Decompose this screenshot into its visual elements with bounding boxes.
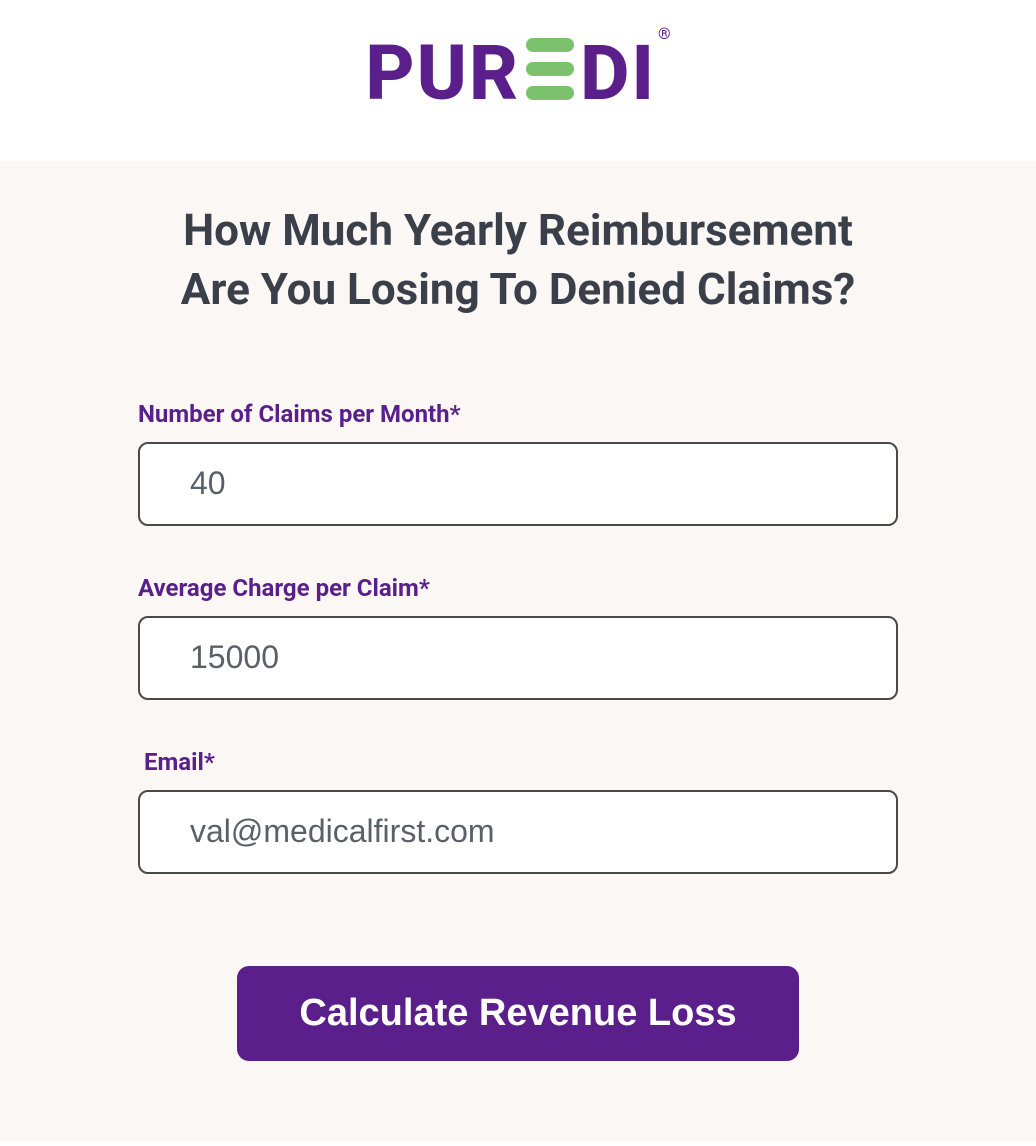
submit-wrapper: Calculate Revenue Loss (138, 966, 898, 1061)
claims-field-group: Number of Claims per Month* (138, 400, 898, 526)
email-field-group: Email* (138, 748, 898, 874)
calculate-button[interactable]: Calculate Revenue Loss (237, 966, 798, 1061)
logo-text-left: PUR (365, 35, 520, 111)
claims-input[interactable] (138, 442, 898, 526)
brand-logo: PUR DI ® (365, 35, 670, 111)
main-content: How Much Yearly Reimbursement Are You Lo… (0, 161, 1036, 1141)
email-label: Email* (144, 748, 898, 776)
registered-mark: ® (658, 24, 671, 43)
logo-bars-icon (526, 38, 574, 100)
logo-bar (526, 86, 574, 100)
logo-bar (526, 62, 574, 76)
claims-label: Number of Claims per Month* (138, 400, 898, 428)
charge-field-group: Average Charge per Claim* (138, 574, 898, 700)
form-container: How Much Yearly Reimbursement Are You Lo… (138, 201, 898, 1061)
page-header: PUR DI ® (0, 0, 1036, 161)
page-heading: How Much Yearly Reimbursement Are You Lo… (138, 201, 898, 320)
charge-label: Average Charge per Claim* (138, 574, 898, 602)
logo-bar (526, 38, 574, 52)
logo-text-right: DI (580, 35, 656, 111)
charge-input[interactable] (138, 616, 898, 700)
email-input[interactable] (138, 790, 898, 874)
